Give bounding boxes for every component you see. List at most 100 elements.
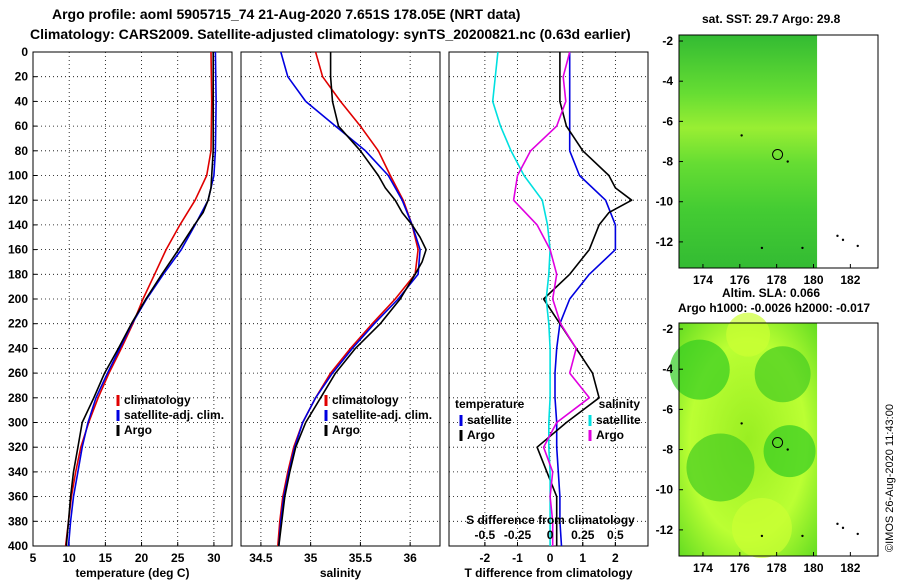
temperature-legend-label: satellite-adj. clim. xyxy=(124,408,224,422)
temperature-ytick-label: 0 xyxy=(21,45,28,59)
temperature-ytick-label: 120 xyxy=(8,193,28,207)
difference-xtick-label: -1 xyxy=(512,551,523,565)
temperature-ytick-label: 400 xyxy=(8,539,28,553)
sst-map-island xyxy=(841,238,845,242)
difference-panel xyxy=(448,51,649,547)
temperature-ytick-label: 360 xyxy=(8,490,28,504)
sla-map-title-line1: Altim. SLA: 0.066 xyxy=(722,286,821,300)
temperature-ytick-label: 340 xyxy=(8,465,28,479)
difference-legend-title-right: salinity xyxy=(599,397,641,411)
sst-map-xtick-label: 174 xyxy=(693,273,713,287)
temperature-ytick-label: 220 xyxy=(8,317,28,331)
difference-axes-box xyxy=(448,51,649,547)
difference-xtick-s-label: 0.5 xyxy=(607,528,624,542)
difference-xtick-label: 2 xyxy=(612,551,619,565)
difference-xtick-s-label: -0.25 xyxy=(504,528,532,542)
difference-xtick-label: -2 xyxy=(480,551,491,565)
sst-map-island xyxy=(856,244,859,248)
sla-map-island xyxy=(740,422,743,425)
sst-map-island xyxy=(801,246,804,250)
temperature-ytick-label: 260 xyxy=(8,366,28,380)
sla-map-xtick-label: 180 xyxy=(803,561,823,575)
difference-legend-label-left: Argo xyxy=(467,428,495,442)
sst-map-xtick-label: 176 xyxy=(730,273,750,287)
difference-legend-label-left: satellite xyxy=(467,413,512,427)
chart-title-line2: Climatology: CARS2009. Satellite-adjuste… xyxy=(30,26,631,42)
salinity-xlabel: salinity xyxy=(320,566,362,580)
sla-map-ytick-label: -10 xyxy=(656,483,674,497)
sst-map-ytick-label: -2 xyxy=(662,34,673,48)
temperature-ytick-label: 200 xyxy=(8,292,28,306)
temperature-series-2 xyxy=(65,52,214,547)
temperature-ytick-label: 380 xyxy=(8,514,28,528)
temperature-ytick-label: 300 xyxy=(8,416,28,430)
salinity-xtick-label: 35.5 xyxy=(349,551,373,565)
sst-map-ytick-label: -10 xyxy=(656,195,674,209)
temperature-ytick-label: 20 xyxy=(15,70,29,84)
sla-map-ytick-label: -4 xyxy=(662,362,673,376)
temperature-legend-label: climatology xyxy=(124,393,191,407)
sst-map-nodata xyxy=(817,35,878,268)
salinity-legend-label: satellite-adj. clim. xyxy=(332,408,432,422)
salinity-xtick-label: 35 xyxy=(304,551,318,565)
sst-map-ytick-label: -6 xyxy=(662,114,673,128)
difference-xtick-s-label: -0.5 xyxy=(475,528,496,542)
sla-map-island xyxy=(760,534,764,538)
difference-legend-label-right: Argo xyxy=(596,428,624,442)
temperature-ytick-label: 180 xyxy=(8,267,28,281)
sla-blob xyxy=(754,346,811,403)
salinity-series-2 xyxy=(278,52,427,547)
sst-map-ytick-label: -12 xyxy=(656,235,674,249)
sst-map xyxy=(678,34,879,269)
salinity-xtick-label: 34.5 xyxy=(249,551,273,565)
chart-title-line1: Argo profile: aoml 5905715_74 21-Aug-202… xyxy=(52,6,521,22)
salinity-axes-box xyxy=(240,51,441,547)
difference-series-1 xyxy=(536,52,633,546)
sst-map-ytick-label: -8 xyxy=(662,155,673,169)
sla-blob xyxy=(726,312,771,357)
temperature-ytick-label: 100 xyxy=(8,169,28,183)
sla-map-ytick-label: -2 xyxy=(662,322,673,336)
difference-series-3 xyxy=(512,51,591,546)
sla-blob xyxy=(669,339,730,400)
sla-map-argo-marker xyxy=(772,437,784,449)
temperature-xtick-label: 25 xyxy=(171,551,185,565)
salinity-legend-label: Argo xyxy=(332,423,360,437)
sla-map-island xyxy=(841,526,845,530)
difference-legend-label-right: satellite xyxy=(596,413,641,427)
temperature-ytick-label: 280 xyxy=(8,391,28,405)
salinity-xtick-label: 36 xyxy=(403,551,417,565)
sst-map-argo-marker xyxy=(772,149,784,161)
temperature-ytick-label: 40 xyxy=(15,94,29,108)
difference-xtick-s-label: 0.25 xyxy=(571,528,595,542)
sla-map-title-line2: Argo h1000: -0.0026 h2000: -0.017 xyxy=(678,301,871,315)
sla-map-ytick-label: -8 xyxy=(662,443,673,457)
temperature-ytick-label: 320 xyxy=(8,440,28,454)
sst-map-xtick-label: 180 xyxy=(803,273,823,287)
temperature-xtick-label: 20 xyxy=(135,551,149,565)
sla-map-xtick-label: 174 xyxy=(693,561,713,575)
sla-map xyxy=(669,312,879,559)
sst-map-island xyxy=(740,134,743,137)
difference-legend-title-left: temperature xyxy=(455,397,525,411)
temperature-legend-label: Argo xyxy=(124,423,152,437)
temperature-ytick-label: 240 xyxy=(8,341,28,355)
sla-map-ytick-label: -12 xyxy=(656,523,674,537)
temperature-xtick-label: 15 xyxy=(99,551,113,565)
sla-map-island xyxy=(786,448,789,451)
sla-map-island xyxy=(856,532,859,536)
sst-map-island xyxy=(836,234,839,238)
difference-xtick-label: 0 xyxy=(547,551,554,565)
temperature-xtick-label: 30 xyxy=(207,551,221,565)
salinity-legend-label: climatology xyxy=(332,393,399,407)
sla-map-island xyxy=(836,522,839,526)
temperature-panel xyxy=(32,51,233,547)
sst-map-title: sat. SST: 29.7 Argo: 29.8 xyxy=(702,12,841,26)
temperature-ytick-label: 60 xyxy=(15,119,29,133)
temperature-xtick-label: 10 xyxy=(63,551,77,565)
sla-map-xtick-label: 182 xyxy=(840,561,860,575)
sla-map-ytick-label: -6 xyxy=(662,402,673,416)
sst-map-xtick-label: 182 xyxy=(840,273,860,287)
sla-map-frame xyxy=(678,322,879,557)
sla-map-xtick-label: 178 xyxy=(767,561,787,575)
